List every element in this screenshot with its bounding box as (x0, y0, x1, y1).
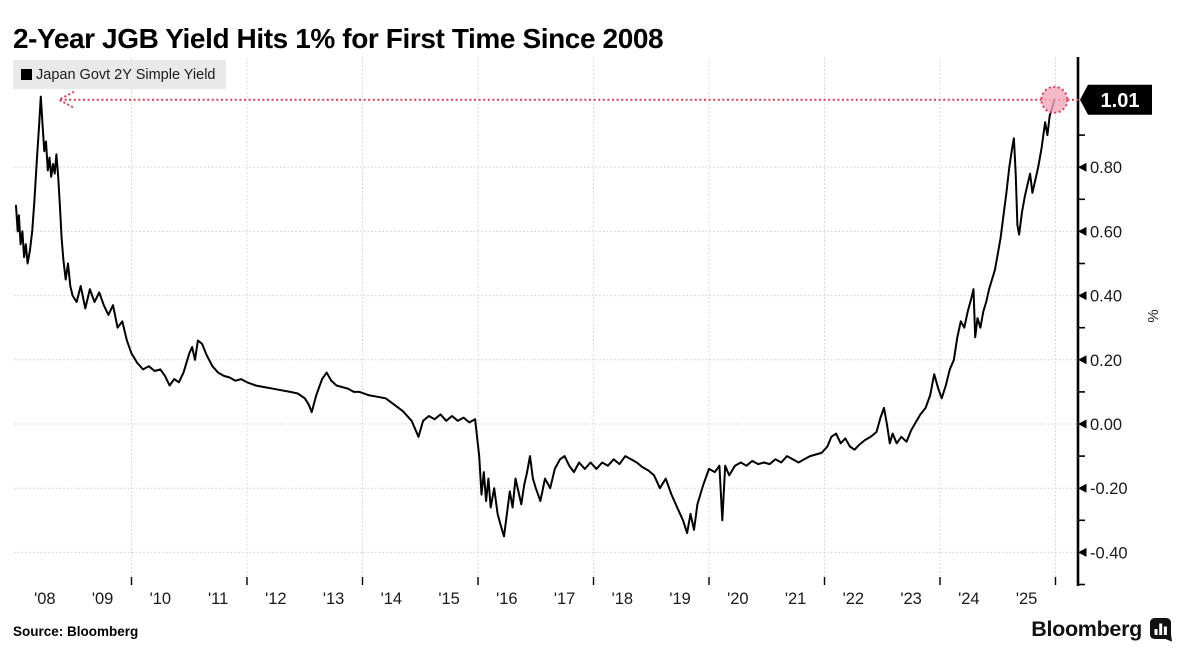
bloomberg-bubble-chart-icon (1150, 618, 1172, 642)
x-tick-label: '08 (34, 590, 56, 608)
x-tick-label: '10 (150, 590, 172, 608)
bloomberg-wordmark: Bloomberg (1031, 617, 1142, 641)
x-tick-label: '23 (900, 590, 922, 608)
y-tick-label: 0.60 (1090, 223, 1122, 241)
y-axis-unit-label: % (1145, 309, 1162, 322)
x-tick-label: '09 (92, 590, 114, 608)
value-badge-label: 1.01 (1101, 90, 1140, 112)
y-tick-label: 0.20 (1090, 352, 1122, 370)
x-tick-label: '12 (265, 590, 287, 608)
x-tick-label: '14 (381, 590, 403, 608)
y-tick-label: 0.40 (1090, 288, 1122, 306)
y-tick-label: -0.40 (1090, 544, 1128, 562)
x-tick-label: '24 (958, 590, 980, 608)
x-tick-label: '16 (496, 590, 518, 608)
x-tick-label: '20 (727, 590, 749, 608)
y-major-tick (1078, 419, 1087, 429)
y-major-tick (1078, 162, 1087, 172)
y-major-tick (1078, 483, 1087, 493)
legend-label: Japan Govt 2Y Simple Yield (36, 66, 216, 83)
y-tick-label: 0.80 (1090, 159, 1122, 177)
x-tick-label: '21 (785, 590, 807, 608)
value-badge (1080, 84, 1152, 115)
callout-arrowhead-left-icon (56, 90, 75, 109)
source-note: Source: Bloomberg (13, 624, 139, 639)
x-tick-label: '19 (669, 590, 691, 608)
y-tick-label: -0.20 (1090, 480, 1128, 498)
latest-point-highlight-circle (1040, 85, 1069, 114)
x-tick-label: '18 (612, 590, 634, 608)
y-major-tick (1078, 291, 1087, 301)
legend-swatch-icon (21, 69, 32, 80)
legend: Japan Govt 2Y Simple Yield (13, 60, 227, 89)
x-tick-label: '25 (1016, 590, 1038, 608)
y-major-tick (1078, 226, 1087, 236)
bloomberg-logo: Bloomberg (1031, 617, 1173, 642)
series-line-japan-govt-2y-yield (15, 95, 1056, 538)
x-tick-label: '11 (208, 590, 228, 608)
y-major-tick (1078, 547, 1087, 557)
x-tick-label: '15 (438, 590, 460, 608)
y-tick-label: 0.00 (1090, 416, 1122, 434)
y-major-tick (1078, 355, 1087, 365)
x-tick-label: '13 (323, 590, 345, 608)
x-tick-label: '22 (843, 590, 865, 608)
page-title: 2-Year JGB Yield Hits 1% for First Time … (13, 22, 664, 54)
x-tick-label: '17 (554, 590, 576, 608)
